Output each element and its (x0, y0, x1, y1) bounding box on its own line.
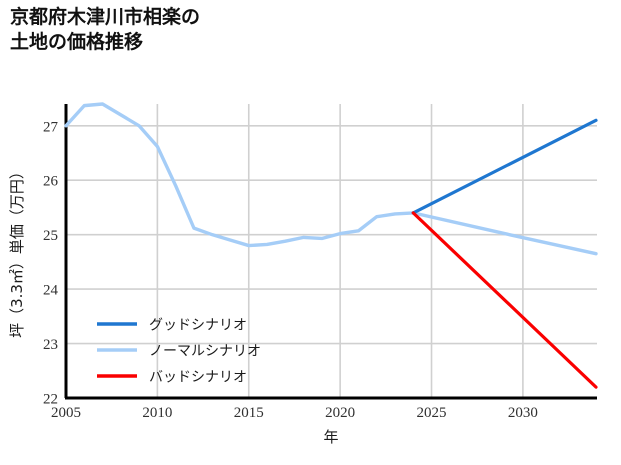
chart-title-line-2: 土地の価格推移 (10, 31, 144, 54)
y-tick-label: 27 (43, 119, 59, 135)
gridlines (65, 104, 597, 399)
x-axis-tick-labels: 2005 2010 2015 2020 2025 2030 (51, 405, 538, 421)
y-axis-tick-labels: 22 23 24 25 26 27 (43, 119, 59, 407)
y-axis-title: 坪（3.3㎡）単価（万円） (8, 164, 26, 338)
x-tick-label: 2025 (417, 405, 447, 421)
chart-title: 京都府木津川市相楽の 土地の価格推移 (10, 5, 430, 55)
y-tick-label: 22 (43, 392, 58, 408)
y-tick-label: 23 (43, 337, 58, 353)
x-tick-label: 2010 (142, 405, 172, 421)
y-tick-label: 26 (43, 174, 59, 190)
series-line (411, 211, 598, 389)
x-axis-title: 年 (323, 428, 338, 446)
y-tick-label: 24 (43, 283, 59, 299)
x-tick-label: 2030 (508, 405, 538, 421)
series-lines (64, 102, 598, 389)
x-tick-label: 2005 (51, 405, 81, 421)
legend-label: グッドシナリオ (149, 318, 247, 334)
series-line (64, 102, 598, 256)
series-line (411, 118, 598, 215)
legend-label: バッドシナリオ (149, 370, 247, 386)
chart-title-line-1: 京都府木津川市相楽の (10, 6, 201, 28)
legend-label: ノーマルシナリオ (149, 344, 261, 360)
x-tick-label: 2020 (325, 405, 355, 421)
y-tick-label: 25 (43, 228, 58, 244)
x-tick-label: 2015 (234, 405, 264, 421)
